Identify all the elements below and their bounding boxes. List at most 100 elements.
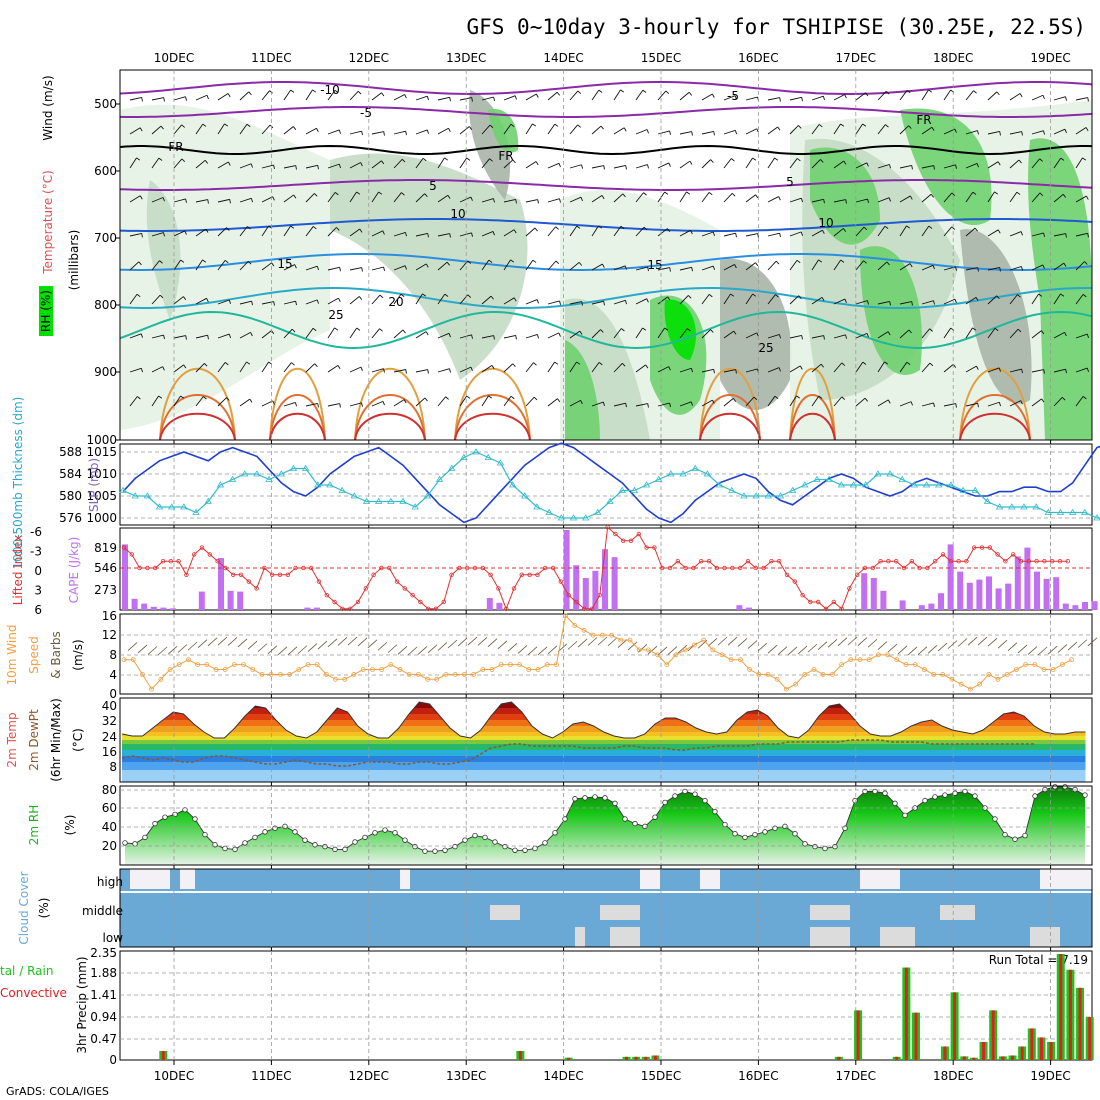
wind-barb xyxy=(547,398,558,407)
wind-barb xyxy=(591,225,599,237)
wind-barb-flag xyxy=(294,264,297,269)
wind-barb-flag xyxy=(227,93,231,98)
wind-barb xyxy=(503,95,516,101)
wind-barb xyxy=(569,301,582,305)
wind-barb xyxy=(195,123,204,135)
isotherm-label: FR xyxy=(498,149,513,163)
wind-barb xyxy=(247,640,258,650)
wind-barb-flag xyxy=(1064,332,1067,337)
wind-barb-flag xyxy=(491,365,495,369)
wind-barb xyxy=(1053,262,1065,271)
wind-speed-point xyxy=(185,657,191,663)
rh-point xyxy=(222,845,228,852)
wind-speed-point xyxy=(535,667,541,672)
wind-barb-flag xyxy=(379,294,384,299)
wind-barb xyxy=(437,642,448,651)
thickness-point xyxy=(849,481,858,488)
wind-barb xyxy=(167,645,178,655)
wind-barb-flag xyxy=(510,123,515,128)
wind-barb-flag xyxy=(908,329,912,334)
wind-barb xyxy=(371,400,384,407)
wind-barb-flag xyxy=(251,301,253,306)
wind-barb xyxy=(701,265,714,271)
lifted-index-point xyxy=(862,565,868,571)
rh-point xyxy=(362,834,368,841)
rh-point xyxy=(702,797,708,804)
wind-barb xyxy=(305,164,318,169)
wind-barb xyxy=(129,333,142,339)
rh-point xyxy=(972,793,978,799)
footer-credit: GrADS: COLA/IGES xyxy=(6,1085,109,1098)
wind-barb-flag xyxy=(273,164,275,170)
li-tick-label: -3 xyxy=(30,545,42,559)
wind-barb-flag xyxy=(247,226,251,230)
wind-barb-flag xyxy=(249,398,253,403)
wind-speed-point xyxy=(222,667,228,672)
wind-barb xyxy=(767,395,776,407)
wind-barb xyxy=(987,191,995,203)
wind-barb-flag xyxy=(140,368,143,373)
wind-barb xyxy=(327,227,337,237)
wind-barb xyxy=(855,300,868,305)
wind-barb-flag xyxy=(867,300,869,305)
wind-barb xyxy=(877,331,889,339)
thickness-point xyxy=(764,492,772,499)
rh-point xyxy=(402,837,408,843)
wind-barb-flag xyxy=(185,335,187,340)
wind-barb xyxy=(503,334,516,339)
wind-barb-flag xyxy=(470,366,473,372)
wind-barb xyxy=(393,130,406,135)
wind-barb-flag xyxy=(1065,233,1067,238)
wind-barb xyxy=(833,396,843,407)
wind-barb xyxy=(173,198,186,203)
wind-barb xyxy=(723,369,736,373)
upper-frame xyxy=(119,69,1093,441)
wind-barb xyxy=(537,646,548,656)
rh-shading-area xyxy=(860,246,922,375)
wind-barb xyxy=(261,90,270,101)
lifted-index-point xyxy=(621,538,626,543)
wind-barb-flag xyxy=(866,333,869,338)
wind-barb-flag xyxy=(910,401,913,406)
lifted-index-point xyxy=(823,606,829,611)
wind-barb xyxy=(613,363,623,373)
wind-barb xyxy=(637,644,648,653)
wind-barb-flag xyxy=(557,398,561,403)
wind-barb xyxy=(767,196,779,203)
lifted-index-point xyxy=(1042,559,1047,564)
thickness-point xyxy=(119,486,127,493)
wind-barb-flag xyxy=(887,331,891,336)
wind-barb xyxy=(437,233,450,237)
wind-barb-flag xyxy=(405,232,407,237)
li-tick-label: 6 xyxy=(34,603,42,617)
top-day-labels: 10DEC 11DEC 12DEC 13DEC 14DEC 15DEC 16DEC 17DEC… xyxy=(154,51,1071,65)
lifted-index-point xyxy=(285,572,290,577)
wind-speed-point xyxy=(277,672,283,677)
lifted-index-point xyxy=(550,565,556,571)
wind-barb-flag xyxy=(488,259,493,263)
rh-point xyxy=(732,831,738,837)
wind-barb xyxy=(613,328,622,339)
thickness-point xyxy=(691,464,699,471)
wind-barb-flag xyxy=(977,267,979,272)
precip-convective-bar xyxy=(962,1056,966,1060)
wind-barb-flag xyxy=(401,158,406,163)
rh-point xyxy=(642,823,648,830)
wind-barb-flag xyxy=(951,226,956,230)
thickness-point xyxy=(192,508,200,515)
wind-speed-point xyxy=(655,652,660,658)
wind-barb-flag xyxy=(291,362,295,366)
warm-isotherm-arch xyxy=(269,394,326,441)
wind-speed-point xyxy=(710,647,716,653)
rh-point xyxy=(672,793,678,799)
rh-point xyxy=(372,830,378,836)
rh-tick-label: 20 xyxy=(102,839,117,853)
wind-barb-flag xyxy=(600,329,604,333)
wind-barb-flag xyxy=(909,195,913,200)
lifted-index-point xyxy=(293,565,298,571)
lifted-index-point xyxy=(519,572,524,577)
wind-barb xyxy=(613,89,621,101)
wind-barb-flag xyxy=(467,294,472,298)
lifted-index-point xyxy=(940,552,946,557)
wind-barb xyxy=(943,364,954,373)
